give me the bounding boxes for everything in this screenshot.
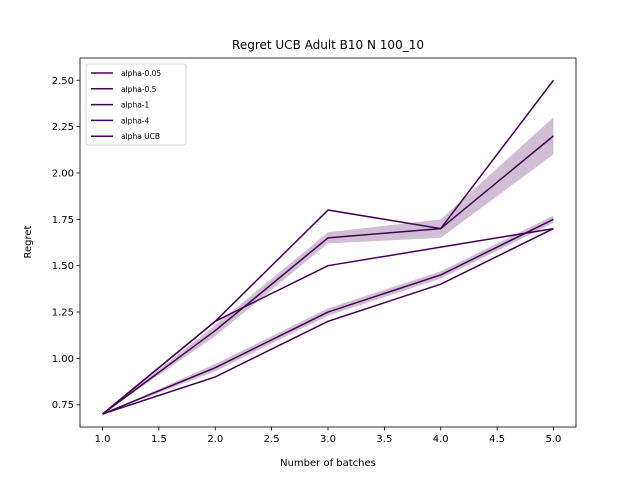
legend-label: alpha-0.5: [121, 85, 157, 94]
legend-label: alpha-4: [121, 116, 149, 125]
y-tick-label: 2.50: [52, 76, 74, 87]
confidence-bands: [102, 117, 554, 415]
legend-label: alpha UCB: [121, 132, 160, 141]
line-alpha-0-5: [102, 227, 554, 415]
y-tick-label: 0.75: [52, 400, 74, 411]
chart-title: Regret UCB Adult B10 N 100_10: [232, 38, 424, 52]
legend-label: alpha-0.05: [121, 69, 161, 78]
x-axis-label: Number of batches: [280, 458, 376, 469]
legend-label: alpha-1: [121, 101, 149, 110]
line-alpha-ucb: [102, 227, 554, 415]
y-tick-label: 1.25: [52, 308, 74, 319]
y-tick-label: 1.50: [52, 261, 74, 272]
x-tick-label: 3.5: [376, 434, 392, 445]
y-axis-label: Regret: [23, 225, 34, 258]
x-tick-label: 1.5: [151, 434, 167, 445]
legend: alpha-0.05 alpha-0.5 alpha-1 alpha-4 alpha U…: [85, 63, 187, 146]
x-tick-label: 4.5: [489, 434, 505, 445]
x-tick-label: 4.0: [433, 434, 449, 445]
y-tick-label: 2.00: [52, 168, 74, 179]
x-tick-label: 1.0: [95, 434, 111, 445]
line-alpha-4: [102, 135, 554, 415]
band-alpha-1: [102, 215, 554, 415]
x-tick-label: 5.0: [546, 434, 562, 445]
y-tick-label: 1.00: [52, 354, 74, 365]
legend-box: [85, 63, 187, 146]
y-tick-label: 1.75: [52, 215, 74, 226]
series-lines: [102, 79, 555, 415]
x-tick-label: 3.0: [320, 434, 336, 445]
line-alpha-1: [102, 218, 554, 415]
x-axis-ticks: 1.0 1.5 2.0 2.5 3.0 3.5 4.0 4.5 5.0: [95, 427, 562, 445]
x-tick-label: 2.0: [207, 434, 223, 445]
legend-entries: alpha-0.05 alpha-0.5 alpha-1 alpha-4 alpha U…: [91, 69, 161, 141]
y-axis-ticks: 0.75 1.00 1.25 1.50 1.75 2.00 2.25 2.50: [52, 76, 80, 411]
x-tick-label: 2.5: [264, 434, 280, 445]
y-tick-label: 2.25: [52, 122, 74, 133]
